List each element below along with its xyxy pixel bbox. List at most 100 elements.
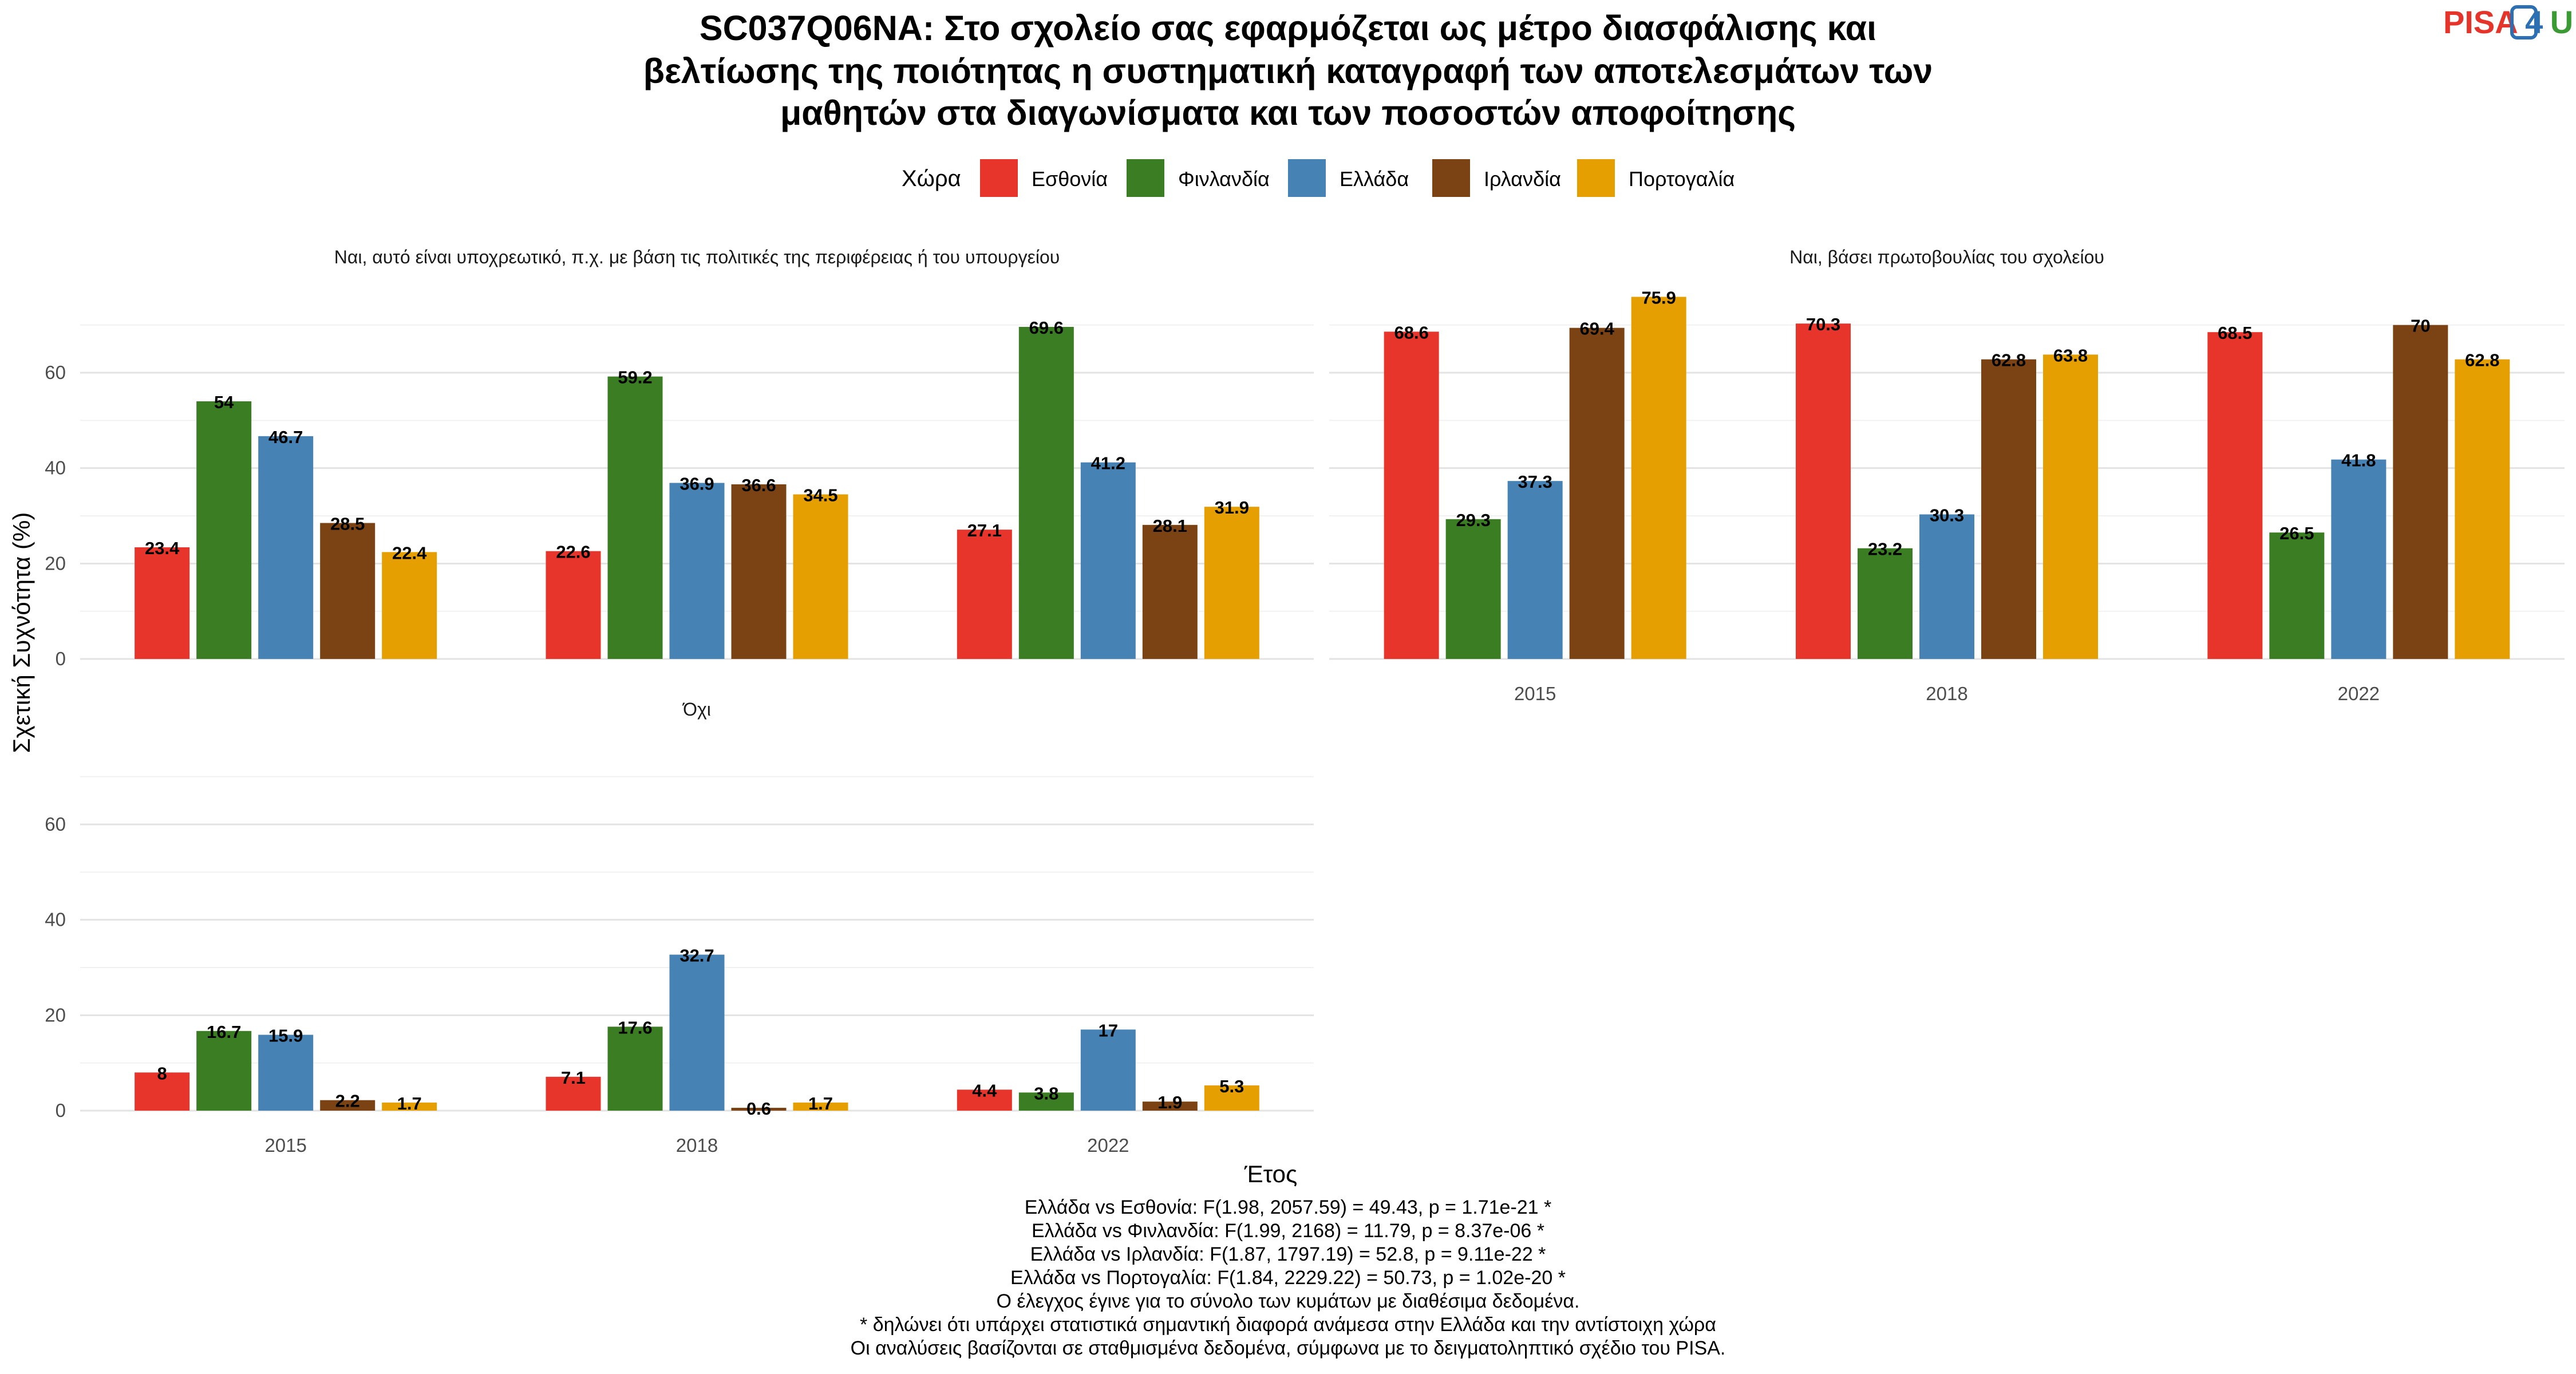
bar-value-label: 28.5 — [330, 514, 365, 534]
bar-value-label: 69.4 — [1579, 319, 1614, 339]
x-tick-label: 2022 — [1087, 1135, 1129, 1156]
bar-value-label: 28.1 — [1153, 516, 1187, 536]
bar — [793, 1102, 848, 1111]
bar-value-label: 1.9 — [1157, 1092, 1182, 1112]
y-tick-label: 0 — [56, 1100, 66, 1121]
bar-value-label: 31.9 — [1215, 498, 1249, 518]
bar — [2331, 459, 2387, 659]
bar-value-label: 36.6 — [741, 475, 776, 495]
bar-value-label: 1.7 — [808, 1093, 833, 1114]
bar — [1142, 1101, 1198, 1111]
bar — [1569, 327, 1625, 659]
x-axis-title: Έτος — [1244, 1160, 1298, 1187]
bar-value-label: 3.8 — [1034, 1083, 1058, 1103]
pisa4u-logo-text: PISA 4 U — [2443, 4, 2573, 40]
bar — [1018, 327, 1074, 659]
y-tick-label: 20 — [45, 552, 66, 574]
bar — [1631, 297, 1686, 659]
legend-swatch — [1577, 159, 1615, 197]
caption-line: Ελλάδα vs Ιρλανδία: F(1.87, 1797.19) = 5… — [1030, 1243, 1546, 1265]
caption-line: * δηλώνει ότι υπάρχει στατιστικά σημαντι… — [860, 1314, 1716, 1336]
bar — [258, 1035, 314, 1111]
pisa4u-logo: PISA 4 U — [2443, 4, 2573, 40]
facet-title: Ναι, αυτό είναι υποχρεωτικό, π.χ. με βάσ… — [334, 247, 1060, 267]
x-tick-label: 2018 — [676, 1135, 718, 1156]
bar-value-label: 23.4 — [145, 538, 180, 558]
bar-value-label: 7.1 — [561, 1068, 586, 1088]
bar — [1796, 323, 1851, 659]
chart-title-line-1: SC037Q06NA: Στο σχολείο σας εφαρμόζεται … — [700, 9, 1876, 48]
bar — [135, 547, 190, 659]
legend-label: Πορτογαλία — [1629, 167, 1735, 191]
bar-value-label: 68.5 — [2218, 323, 2252, 343]
bar — [957, 530, 1012, 659]
y-tick-label: 60 — [45, 362, 66, 383]
bar-value-label: 4.4 — [972, 1080, 997, 1100]
x-tick-label: 2018 — [1926, 683, 1967, 704]
bar — [135, 1072, 190, 1111]
caption-line: Ο έλεγχος έγινε για το σύνολο των κυμάτω… — [997, 1290, 1580, 1312]
y-axis-title: Σχετική Συχνότητα (%) — [8, 512, 35, 753]
bar — [196, 1030, 252, 1111]
bar — [669, 954, 725, 1111]
bar-value-label: 54 — [214, 392, 234, 412]
y-tick-label: 0 — [56, 648, 66, 669]
logo-part-pisa: PISA — [2443, 4, 2518, 40]
facet-panel: Όχι 0 20 40 60 8 16.7 15.9 2.2 1.7 2015 7.1 17.6 32.7… — [45, 699, 1314, 1156]
bar-value-label: 17.6 — [618, 1017, 652, 1037]
legend-label: Ιρλανδία — [1484, 167, 1561, 191]
bar-value-label: 62.8 — [2465, 350, 2499, 370]
bar — [546, 1076, 601, 1111]
bar — [320, 523, 376, 659]
bar — [1858, 548, 1913, 659]
bar-value-label: 70 — [2411, 316, 2430, 336]
y-tick-label: 40 — [45, 909, 66, 930]
bar — [669, 483, 725, 659]
bar — [1507, 481, 1563, 659]
bar — [731, 1108, 787, 1111]
legend-title: Χώρα — [902, 166, 961, 191]
bar — [1080, 462, 1136, 659]
bar-value-label: 41.8 — [2341, 451, 2376, 471]
bar — [546, 551, 601, 659]
bar — [1445, 519, 1501, 659]
bar — [320, 1100, 376, 1111]
facet-panels: Ναι, αυτό είναι υποχρεωτικό, π.χ. με βάσ… — [45, 247, 2565, 1156]
chart-title: SC037Q06NA: Στο σχολείο σας εφαρμόζεται … — [643, 9, 1933, 132]
bar — [1384, 331, 1439, 659]
bar-value-label: 1.7 — [397, 1093, 422, 1114]
legend-label: Ελλάδα — [1340, 167, 1409, 191]
bar-value-label: 63.8 — [2053, 345, 2088, 365]
bar — [2393, 325, 2448, 659]
bar-value-label: 30.3 — [1930, 506, 1964, 526]
bar-value-label: 8 — [157, 1063, 167, 1083]
caption-line: Ελλάδα vs Πορτογαλία: F(1.84, 2229.22) =… — [1010, 1267, 1566, 1289]
chart-title-line-3: μαθητών στα διαγωνίσματα και των ποσοστώ… — [780, 93, 1796, 132]
legend-label: Εσθονία — [1032, 167, 1108, 191]
bar — [1018, 1092, 1074, 1111]
facet-panel: Ναι, αυτό είναι υποχρεωτικό, π.χ. με βάσ… — [45, 247, 1314, 669]
legend-swatch — [1288, 159, 1326, 197]
bar — [382, 552, 437, 659]
bar-value-label: 62.8 — [1992, 350, 2026, 370]
bar — [1080, 1029, 1136, 1111]
bar-value-label: 46.7 — [268, 427, 303, 447]
bar-value-label: 0.6 — [746, 1099, 771, 1119]
bar-value-label: 26.5 — [2279, 523, 2314, 543]
legend-swatch — [1127, 159, 1164, 197]
legend-swatch — [980, 159, 1018, 197]
bar — [258, 436, 314, 659]
bar — [1204, 1085, 1259, 1111]
bar-value-label: 5.3 — [1219, 1076, 1244, 1096]
bar-value-label: 15.9 — [268, 1026, 303, 1046]
bar — [1981, 359, 2036, 659]
caption-line: Ελλάδα vs Φινλανδία: F(1.99, 2168) = 11.… — [1032, 1220, 1544, 1242]
bar-value-label: 75.9 — [1641, 288, 1676, 308]
bar — [1919, 514, 1974, 659]
caption-line: Οι αναλύσεις βασίζονται σε σταθμισμένα δ… — [851, 1337, 1726, 1359]
bar — [382, 1102, 437, 1111]
bar-value-label: 32.7 — [679, 946, 714, 966]
bar-value-label: 23.2 — [1868, 539, 1902, 559]
